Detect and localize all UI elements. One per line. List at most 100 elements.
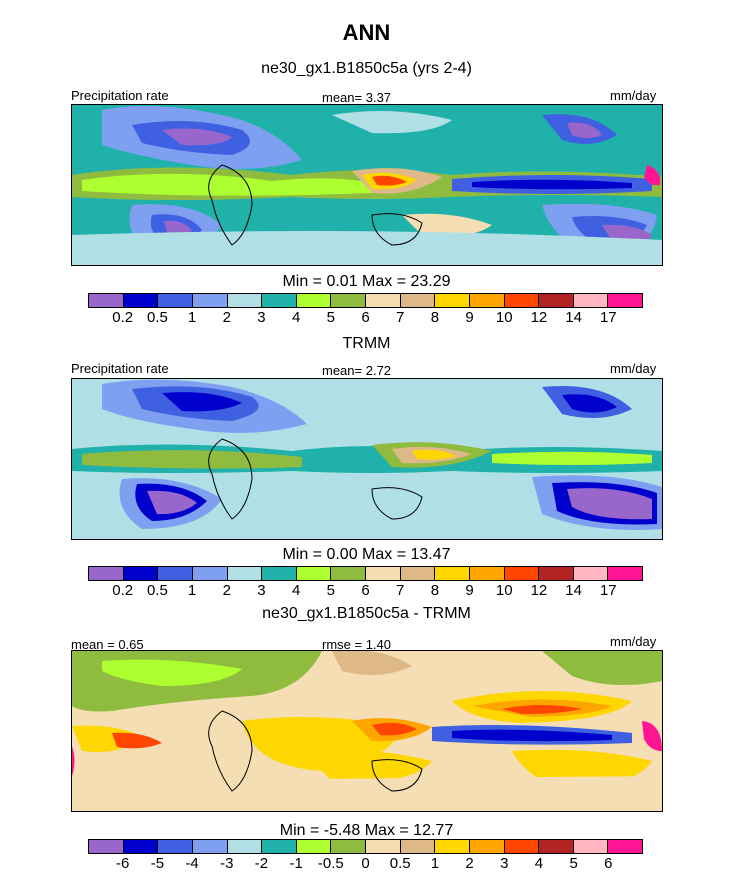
colorbar-swatch — [158, 840, 193, 853]
colorbar-tick-label: 10 — [495, 309, 513, 326]
colorbar-tick-label: -6 — [116, 855, 130, 872]
colorbar-swatch — [608, 840, 642, 853]
colorbar-swatch — [331, 567, 366, 580]
panel2-mean-label: mean= 2.72 — [322, 363, 392, 378]
colorbar-tick-label: 4 — [534, 855, 544, 872]
panel2-map-field — [72, 379, 662, 539]
colorbar-tick-label: -0.5 — [317, 855, 344, 872]
colorbar-tick-label: 7 — [396, 582, 405, 599]
colorbar-swatch — [539, 567, 574, 580]
panel2-units-label: mm/day — [610, 361, 657, 376]
colorbar-swatch — [504, 567, 540, 580]
panel2-title: TRMM — [342, 335, 391, 352]
colorbar-swatch — [573, 567, 609, 580]
colorbar-swatch — [296, 294, 332, 307]
panel1-title: ne30_gx1.B1850c5a (yrs 2-4) — [261, 60, 472, 77]
colorbar-tick-label: 5 — [326, 582, 335, 599]
colorbar-tick-label: 6 — [604, 855, 613, 872]
colorbar-swatch — [469, 840, 505, 853]
colorbar-swatch — [608, 567, 642, 580]
panel1-colorbar-ticks: 0.2 0.5 1 2 3 4 5 6 7 8 9 10 12 14 17 — [88, 309, 643, 327]
panel3-map-field — [72, 651, 662, 811]
panel2-map — [71, 378, 663, 540]
colorbar-swatch — [539, 294, 574, 307]
colorbar-tick-label: -4 — [185, 855, 199, 872]
colorbar-swatch — [400, 567, 436, 580]
colorbar-swatch — [89, 567, 124, 580]
colorbar-swatch — [504, 840, 540, 853]
colorbar-tick-label: 14 — [565, 582, 582, 599]
colorbar-swatch — [366, 567, 401, 580]
colorbar-tick-label: 0.5 — [146, 582, 168, 599]
panel3-colorbar-ticks: -6 -5 -4 -3 -2 -1 -0.5 0 0.5 1 2 3 4 5 6 — [88, 855, 643, 873]
colorbar-tick-label: 5 — [569, 855, 578, 872]
panel1-mean-label: mean= 3.37 — [322, 90, 392, 105]
colorbar-swatch — [227, 567, 263, 580]
colorbar-swatch — [331, 294, 366, 307]
colorbar-tick-label: 10 — [495, 582, 513, 599]
colorbar-swatch — [435, 567, 470, 580]
colorbar-tick-label: 0.5 — [146, 309, 168, 326]
colorbar-swatch — [331, 840, 366, 853]
colorbar-tick-label: 0.2 — [112, 582, 134, 599]
colorbar-tick-label: 8 — [430, 309, 440, 326]
panel3-colorbar — [88, 839, 643, 854]
panel3-map — [71, 650, 663, 812]
colorbar-tick-label: 3 — [500, 855, 509, 872]
colorbar-tick-label: 17 — [599, 582, 617, 599]
colorbar-tick-label: 3 — [257, 309, 266, 326]
panel2-colorbar — [88, 566, 643, 581]
colorbar-tick-label: 3 — [257, 582, 266, 599]
panel1-colorbar — [88, 293, 643, 308]
panel1-units-label: mm/day — [610, 88, 657, 103]
colorbar-swatch — [435, 840, 470, 853]
colorbar-swatch — [504, 294, 540, 307]
colorbar-swatch — [400, 294, 436, 307]
colorbar-tick-label: 14 — [565, 309, 582, 326]
panel1-left-label: Precipitation rate — [71, 88, 169, 103]
colorbar-swatch — [262, 567, 297, 580]
colorbar-tick-label: 0.2 — [112, 309, 134, 326]
colorbar-tick-label: 8 — [430, 582, 440, 599]
panel1-stats: Min = 0.01 Max = 23.29 — [282, 273, 451, 290]
colorbar-swatch — [123, 840, 159, 853]
colorbar-tick-label: -5 — [150, 855, 165, 872]
colorbar-tick-label: 2 — [222, 582, 231, 599]
colorbar-swatch — [158, 294, 193, 307]
colorbar-swatch — [435, 294, 470, 307]
colorbar-tick-label: 6 — [361, 309, 370, 326]
colorbar-swatch — [366, 840, 401, 853]
colorbar-tick-label: 1 — [187, 582, 197, 599]
colorbar-tick-label: 4 — [291, 582, 301, 599]
panel2-colorbar-ticks: 0.2 0.5 1 2 3 4 5 6 7 8 9 10 12 14 17 — [88, 582, 643, 600]
colorbar-tick-label: 1 — [187, 309, 197, 326]
colorbar-swatch — [123, 567, 159, 580]
colorbar-tick-label: 6 — [361, 582, 370, 599]
colorbar-tick-label: 9 — [465, 582, 474, 599]
panel1-map-field — [72, 105, 662, 265]
panel3-units-label: mm/day — [610, 634, 657, 649]
colorbar-tick-label: 0.5 — [389, 855, 411, 872]
colorbar-tick-label: 5 — [326, 309, 335, 326]
panel1-map — [71, 104, 663, 266]
colorbar-tick-label: 12 — [530, 582, 548, 599]
colorbar-tick-label: 1 — [430, 855, 440, 872]
colorbar-tick-label: -1 — [289, 855, 303, 872]
colorbar-swatch — [573, 294, 609, 307]
colorbar-tick-label: -3 — [220, 855, 234, 872]
colorbar-tick-label: 9 — [465, 309, 474, 326]
colorbar-tick-label: -2 — [254, 855, 269, 872]
panel3-mean-label: mean = 0.65 — [71, 637, 144, 652]
colorbar-swatch — [539, 840, 574, 853]
colorbar-tick-label: 17 — [599, 309, 617, 326]
colorbar-swatch — [123, 294, 159, 307]
colorbar-tick-label: 4 — [291, 309, 301, 326]
colorbar-swatch — [262, 294, 297, 307]
colorbar-swatch — [469, 294, 505, 307]
colorbar-swatch — [192, 294, 228, 307]
colorbar-swatch — [296, 567, 332, 580]
panel3-title: ne30_gx1.B1850c5a - TRMM — [262, 605, 471, 622]
colorbar-swatch — [227, 294, 263, 307]
colorbar-swatch — [192, 840, 228, 853]
colorbar-swatch — [573, 840, 609, 853]
